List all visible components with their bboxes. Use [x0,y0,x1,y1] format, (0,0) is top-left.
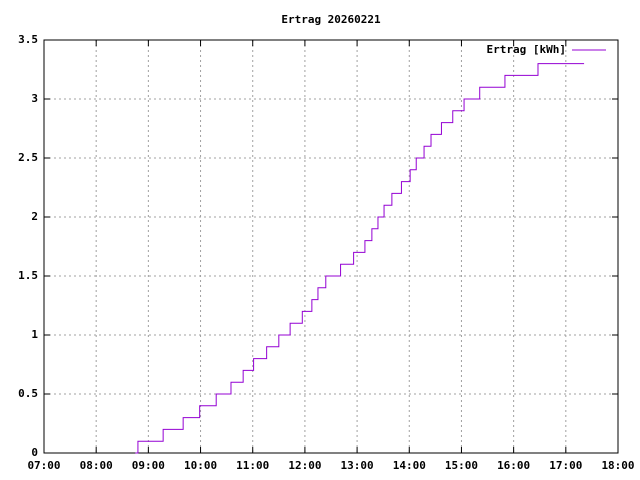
x-tick-label: 07:00 [27,459,60,472]
y-tick-label: 1.5 [18,269,38,282]
x-tick-label: 15:00 [445,459,478,472]
y-tick-label: 3.5 [18,33,38,46]
x-tick-label: 14:00 [393,459,426,472]
y-tick-label: 0.5 [18,387,38,400]
x-tick-label: 17:00 [549,459,582,472]
plot-frame [43,39,619,454]
legend-label: Ertrag [kWh] [487,43,566,56]
x-tick-label: 09:00 [132,459,165,472]
y-tick-label: 3 [31,92,38,105]
chart-title: Ertrag 20260221 [281,13,381,26]
x-tick-label: 08:00 [80,459,113,472]
x-tick-label: 13:00 [341,459,374,472]
x-tick-label: 11:00 [236,459,269,472]
y-tick-label: 2 [31,210,38,223]
data-line [135,63,585,454]
x-tick-label: 16:00 [497,459,530,472]
y-tick-label: 0 [31,446,38,459]
x-tick-label: 10:00 [184,459,217,472]
x-tick-label: 12:00 [288,459,321,472]
y-tick-label: 2.5 [18,151,38,164]
y-tick-label: 1 [31,328,38,341]
x-tick-label: 18:00 [601,459,634,472]
